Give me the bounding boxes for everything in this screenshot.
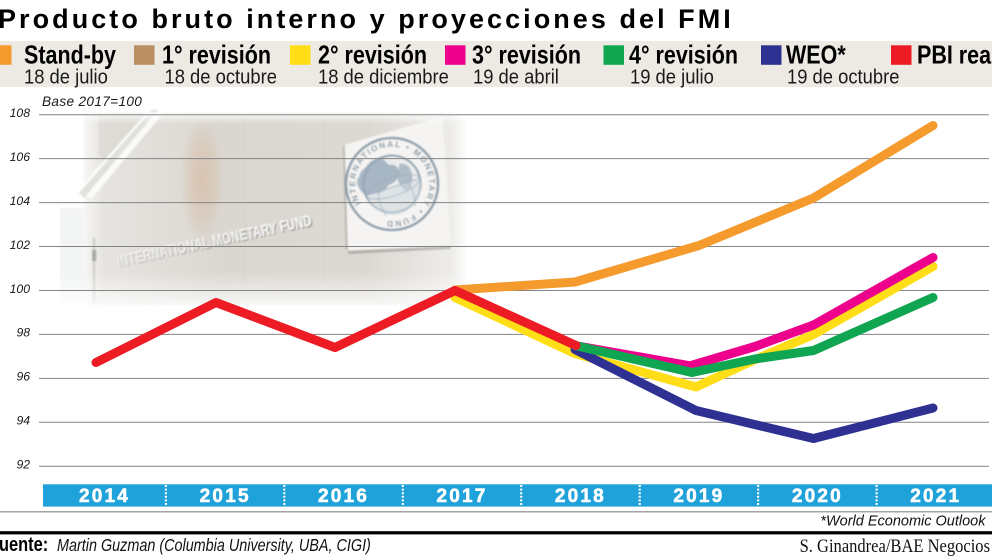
svg-text:3° revisión: 3° revisión (472, 40, 581, 69)
svg-text:Martin Guzman (Columbia Univer: Martin Guzman (Columbia University, UBA,… (57, 535, 371, 555)
svg-text:100: 100 (10, 282, 31, 296)
svg-text:96: 96 (16, 370, 30, 384)
svg-text:2015: 2015 (200, 486, 251, 507)
svg-text:92: 92 (16, 458, 30, 472)
svg-text:19 de abril: 19 de abril (473, 67, 559, 89)
svg-text:102: 102 (10, 238, 31, 252)
svg-text:4° revisión: 4° revisión (629, 40, 738, 69)
svg-text:Base 2017=100: Base 2017=100 (42, 94, 142, 109)
svg-text:104: 104 (10, 194, 31, 208)
svg-text:18 de octubre: 18 de octubre (165, 67, 277, 89)
svg-text:19 de octubre: 19 de octubre (787, 67, 899, 89)
svg-text:2016: 2016 (318, 486, 369, 507)
svg-text:2018: 2018 (555, 486, 606, 507)
svg-text:18 de julio: 18 de julio (24, 67, 108, 89)
svg-text:19 de julio: 19 de julio (630, 67, 714, 89)
svg-text:Producto bruto interno y proye: Producto bruto interno y proyecciones de… (0, 4, 734, 34)
svg-text:*World Economic Outlook: *World Economic Outlook (820, 514, 986, 530)
svg-text:2019: 2019 (673, 486, 724, 507)
svg-text:PBI real: PBI real (917, 40, 992, 69)
svg-text:98: 98 (16, 326, 30, 340)
svg-text:S. Ginandrea/BAE Negocios: S. Ginandrea/BAE Negocios (800, 535, 990, 556)
svg-text:2° revisión: 2° revisión (318, 40, 427, 69)
svg-text:94: 94 (16, 414, 30, 428)
svg-text:2014: 2014 (79, 486, 130, 507)
svg-text:Stand-by: Stand-by (24, 40, 117, 69)
svg-text:18 de diciembre: 18 de diciembre (318, 67, 449, 89)
svg-text:2017: 2017 (436, 486, 487, 507)
svg-text:WEO*: WEO* (786, 40, 846, 69)
svg-text:2020: 2020 (792, 486, 843, 507)
svg-text:1° revisión: 1° revisión (162, 40, 271, 69)
svg-text:106: 106 (10, 150, 31, 164)
svg-text:2021: 2021 (910, 486, 961, 507)
svg-text:Fuente:: Fuente: (0, 532, 48, 555)
svg-text:108: 108 (10, 106, 31, 120)
